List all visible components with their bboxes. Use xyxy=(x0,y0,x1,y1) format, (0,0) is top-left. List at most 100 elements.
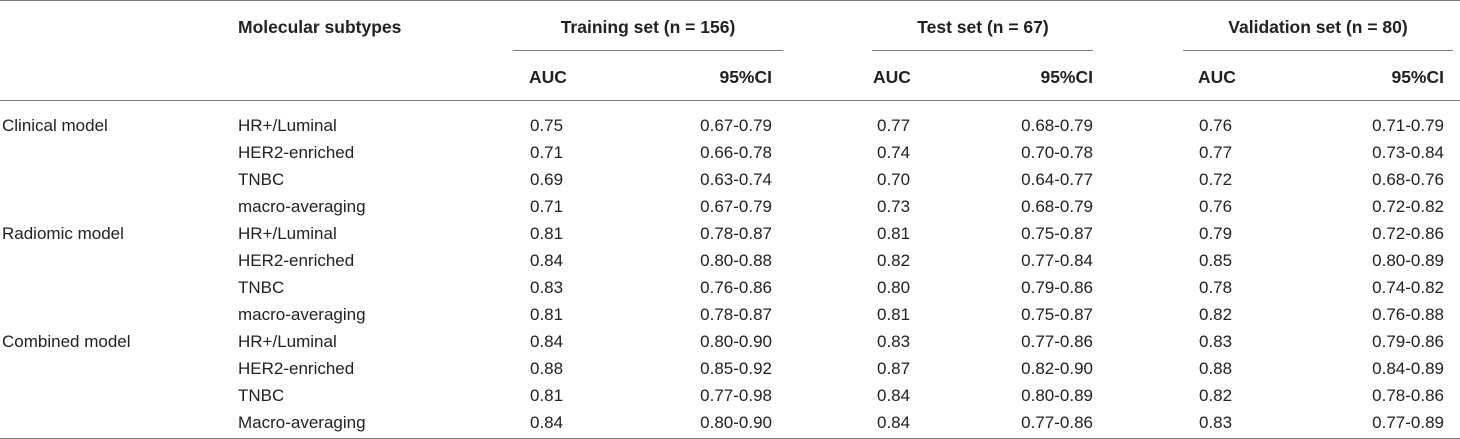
table-row: 0.87 xyxy=(877,359,911,378)
table-row: 0.75 xyxy=(530,116,564,135)
table-row: 0.84 xyxy=(530,413,564,432)
table-row: 0.71 xyxy=(530,197,564,216)
table-row: 0.72-0.86 xyxy=(1372,224,1444,243)
table-row: 0.76-0.86 xyxy=(700,278,772,297)
table-row: TNBC xyxy=(238,278,285,297)
table-row: 0.75-0.87 xyxy=(1021,224,1093,243)
ci-header-training: 95%CI xyxy=(719,67,772,87)
table-row: 0.72-0.82 xyxy=(1372,197,1444,216)
table-row: HER2-enriched xyxy=(238,143,355,162)
group-underline-test xyxy=(872,50,1093,51)
group-underline-training xyxy=(513,50,783,51)
table-row: Macro-averaging xyxy=(238,413,366,432)
table-row: 0.83 xyxy=(877,332,911,351)
table-row: 0.67-0.79 xyxy=(700,116,772,135)
group-header-validation: Validation set (n = 80) xyxy=(1228,17,1408,37)
table-row: Clinical model xyxy=(2,116,108,135)
table-row: TNBC xyxy=(238,386,285,405)
table-row: 0.83 xyxy=(530,278,564,297)
table-row: HER2-enriched xyxy=(238,359,355,378)
auc-header-validation: AUC xyxy=(1198,67,1236,87)
table-row: 0.77-0.86 xyxy=(1021,332,1093,351)
ci-header-test: 95%CI xyxy=(1040,67,1093,87)
table-row: 0.81 xyxy=(530,224,564,243)
table-row: 0.82 xyxy=(877,251,911,270)
table-row: 0.81 xyxy=(530,305,564,324)
table-row: 0.71-0.79 xyxy=(1372,116,1444,135)
table-row: 0.79-0.86 xyxy=(1372,332,1444,351)
table-row: 0.77-0.89 xyxy=(1372,413,1444,432)
table-row: 0.73 xyxy=(877,197,911,216)
table-row: 0.84 xyxy=(877,386,911,405)
table-row: Radiomic model xyxy=(2,224,124,243)
table-row: 0.83 xyxy=(1199,413,1233,432)
table-row: 0.88 xyxy=(530,359,564,378)
table-row: 0.79-0.86 xyxy=(1021,278,1093,297)
table-row: 0.83 xyxy=(1199,332,1233,351)
table-row: 0.80-0.89 xyxy=(1372,251,1444,270)
table-row: 0.70-0.78 xyxy=(1021,143,1093,162)
table-row: 0.67-0.79 xyxy=(700,197,772,216)
table-row: HR+/Luminal xyxy=(238,116,337,135)
table-row: 0.72 xyxy=(1199,170,1233,189)
table-row: 0.78-0.87 xyxy=(700,305,772,324)
table-row: 0.70 xyxy=(877,170,911,189)
table-row: 0.84 xyxy=(530,251,564,270)
table-row: 0.77-0.98 xyxy=(700,386,772,405)
table-row: 0.85-0.92 xyxy=(700,359,772,378)
header-bottom-rule xyxy=(0,100,1460,101)
ci-header-validation: 95%CI xyxy=(1391,67,1444,87)
group-underline-validation xyxy=(1183,50,1453,51)
table-row: 0.80-0.90 xyxy=(700,332,772,351)
table-row: 0.64-0.77 xyxy=(1021,170,1093,189)
table-row: HER2-enriched xyxy=(238,251,355,270)
table-row: 0.71 xyxy=(530,143,564,162)
table-row: 0.76-0.88 xyxy=(1372,305,1444,324)
table-row: 0.68-0.79 xyxy=(1021,197,1093,216)
table-row: 0.63-0.74 xyxy=(700,170,772,189)
table-row: 0.78-0.87 xyxy=(700,224,772,243)
table-row: 0.84 xyxy=(877,413,911,432)
table-row: 0.79 xyxy=(1199,224,1233,243)
table-row: 0.68-0.76 xyxy=(1372,170,1444,189)
table-row: 0.81 xyxy=(877,305,911,324)
group-header-test: Test set (n = 67) xyxy=(917,17,1049,37)
subtypes-header: Molecular subtypes xyxy=(238,17,402,37)
table-row: 0.77-0.86 xyxy=(1021,413,1093,432)
table-row: 0.80-0.90 xyxy=(700,413,772,432)
table-row: 0.78 xyxy=(1199,278,1233,297)
table-row: 0.77 xyxy=(1199,143,1233,162)
table-row: 0.78-0.86 xyxy=(1372,386,1444,405)
table-row: 0.76 xyxy=(1199,197,1233,216)
table-row: 0.68-0.79 xyxy=(1021,116,1093,135)
table-row: 0.85 xyxy=(1199,251,1233,270)
group-header-training: Training set (n = 156) xyxy=(560,17,736,37)
table-row: 0.81 xyxy=(530,386,564,405)
table-row: 0.77 xyxy=(877,116,911,135)
table-row: HR+/Luminal xyxy=(238,224,337,243)
table-row: 0.74 xyxy=(877,143,911,162)
table-row: 0.82 xyxy=(1199,386,1233,405)
table-row: 0.80-0.88 xyxy=(700,251,772,270)
table-row: 0.66-0.78 xyxy=(700,143,772,162)
table-row: 0.77-0.84 xyxy=(1021,251,1093,270)
table-row: 0.74-0.82 xyxy=(1372,278,1444,297)
table-row: 0.82 xyxy=(1199,305,1233,324)
table-row: HR+/Luminal xyxy=(238,332,337,351)
table-row: 0.88 xyxy=(1199,359,1233,378)
table-row: Combined model xyxy=(2,332,131,351)
table-row: 0.84-0.89 xyxy=(1372,359,1444,378)
auc-header-test: AUC xyxy=(873,67,911,87)
table-row: macro-averaging xyxy=(238,197,366,216)
table-row: 0.69 xyxy=(530,170,564,189)
table-row: 0.80 xyxy=(877,278,911,297)
top-rule xyxy=(0,0,1460,1)
table-row: 0.81 xyxy=(877,224,911,243)
table-row: 0.84 xyxy=(530,332,564,351)
table-row: 0.80-0.89 xyxy=(1021,386,1093,405)
table-row: 0.73-0.84 xyxy=(1372,143,1444,162)
table-row: 0.75-0.87 xyxy=(1021,305,1093,324)
auc-header-training: AUC xyxy=(529,67,567,87)
table-row: 0.76 xyxy=(1199,116,1233,135)
